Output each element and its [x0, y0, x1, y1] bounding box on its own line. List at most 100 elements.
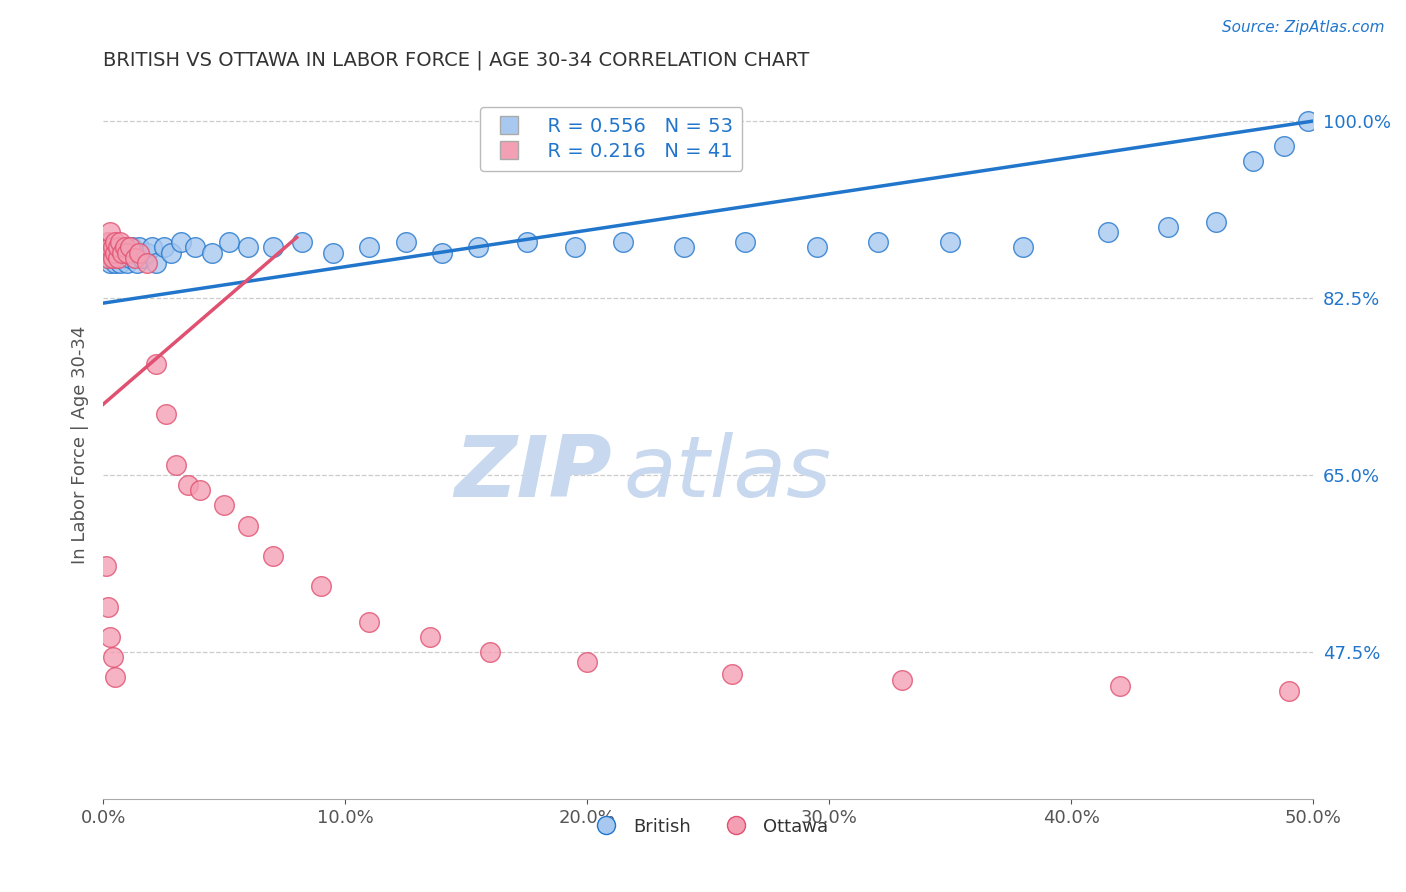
- Point: [734, 235, 756, 250]
- Point: [160, 245, 183, 260]
- Point: [145, 357, 167, 371]
- Point: [165, 458, 187, 472]
- Point: [94, 251, 117, 265]
- Point: [430, 245, 453, 260]
- Point: [1108, 679, 1130, 693]
- Point: [111, 251, 134, 265]
- Point: [866, 235, 889, 250]
- Point: [238, 518, 260, 533]
- Point: [97, 251, 120, 265]
- Point: [564, 240, 586, 254]
- Point: [100, 240, 122, 254]
- Point: [94, 559, 117, 574]
- Point: [291, 235, 314, 250]
- Point: [101, 251, 124, 265]
- Point: [107, 251, 129, 265]
- Text: atlas: atlas: [623, 432, 831, 515]
- Point: [101, 251, 124, 265]
- Point: [97, 599, 120, 614]
- Point: [262, 549, 284, 563]
- Point: [1278, 683, 1301, 698]
- Y-axis label: In Labor Force | Age 30-34: In Labor Force | Age 30-34: [72, 326, 89, 564]
- Point: [107, 251, 129, 265]
- Point: [419, 630, 441, 644]
- Text: ZIP: ZIP: [454, 432, 612, 515]
- Point: [124, 245, 146, 260]
- Point: [467, 240, 489, 254]
- Point: [114, 240, 136, 254]
- Point: [108, 255, 131, 269]
- Point: [118, 240, 141, 254]
- Point: [1241, 154, 1264, 169]
- Point: [890, 673, 912, 688]
- Point: [128, 245, 150, 260]
- Text: Source: ZipAtlas.com: Source: ZipAtlas.com: [1222, 20, 1385, 35]
- Point: [612, 235, 634, 250]
- Point: [212, 499, 235, 513]
- Point: [169, 235, 191, 250]
- Point: [177, 478, 200, 492]
- Point: [262, 240, 284, 254]
- Point: [111, 245, 134, 260]
- Point: [1298, 114, 1320, 128]
- Point: [145, 255, 167, 269]
- Point: [135, 255, 157, 269]
- Point: [128, 240, 150, 254]
- Point: [1097, 225, 1119, 239]
- Point: [238, 240, 260, 254]
- Point: [672, 240, 695, 254]
- Point: [1272, 139, 1295, 153]
- Point: [395, 235, 418, 250]
- Point: [322, 245, 344, 260]
- Point: [141, 240, 163, 254]
- Point: [97, 245, 120, 260]
- Point: [104, 670, 127, 684]
- Point: [152, 240, 174, 254]
- Point: [188, 483, 211, 498]
- Point: [939, 235, 962, 250]
- Point: [107, 240, 129, 254]
- Point: [516, 235, 538, 250]
- Point: [117, 245, 139, 260]
- Point: [100, 630, 122, 644]
- Point: [135, 245, 157, 260]
- Point: [104, 255, 127, 269]
- Point: [97, 235, 120, 250]
- Point: [104, 245, 127, 260]
- Text: BRITISH VS OTTAWA IN LABOR FORCE | AGE 30-34 CORRELATION CHART: BRITISH VS OTTAWA IN LABOR FORCE | AGE 3…: [103, 51, 810, 70]
- Point: [108, 235, 131, 250]
- Point: [309, 579, 332, 593]
- Point: [359, 240, 381, 254]
- Point: [1011, 240, 1033, 254]
- Point: [100, 225, 122, 239]
- Point: [218, 235, 240, 250]
- Point: [1205, 215, 1227, 229]
- Point: [111, 245, 134, 260]
- Point: [125, 255, 148, 269]
- Point: [101, 240, 124, 254]
- Point: [100, 240, 122, 254]
- Point: [184, 240, 207, 254]
- Point: [576, 655, 599, 669]
- Point: [118, 251, 141, 265]
- Point: [131, 251, 153, 265]
- Point: [155, 408, 177, 422]
- Point: [107, 240, 129, 254]
- Point: [117, 255, 139, 269]
- Point: [114, 240, 136, 254]
- Point: [94, 245, 117, 260]
- Point: [124, 251, 146, 265]
- Point: [104, 235, 127, 250]
- Point: [806, 240, 828, 254]
- Point: [721, 667, 744, 681]
- Point: [101, 240, 124, 254]
- Point: [101, 650, 124, 665]
- Point: [201, 245, 224, 260]
- Point: [104, 245, 127, 260]
- Point: [100, 255, 122, 269]
- Legend: British, Ottawa: British, Ottawa: [581, 811, 835, 843]
- Point: [1157, 220, 1180, 235]
- Point: [121, 240, 143, 254]
- Point: [359, 615, 381, 629]
- Point: [479, 645, 502, 659]
